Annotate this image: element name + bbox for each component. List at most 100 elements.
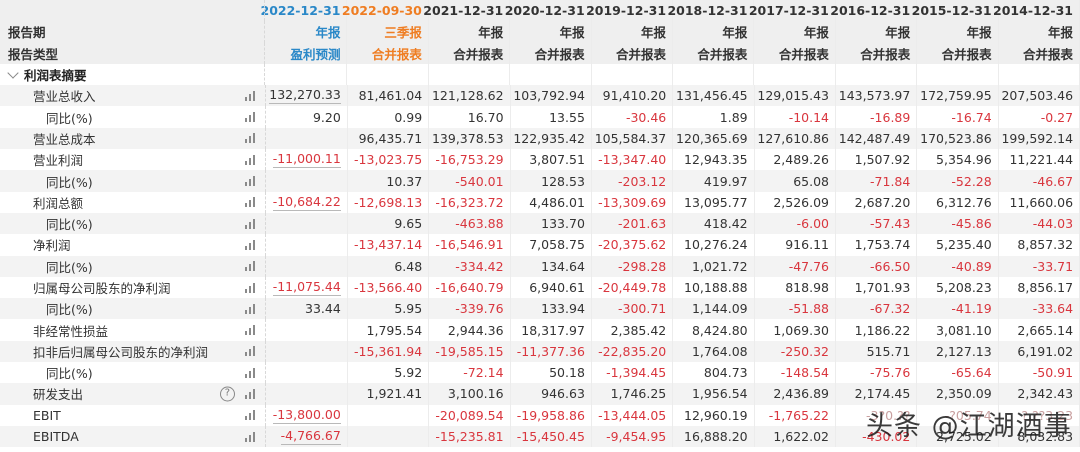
value-cell: 12,943.35	[673, 149, 755, 171]
bar-chart-icon[interactable]	[244, 388, 257, 399]
value-text: -4,766.67	[280, 428, 341, 446]
bar-chart-icon[interactable]	[244, 112, 257, 123]
question-circle-icon[interactable]: ?	[219, 386, 235, 402]
value-text: 2,489.26	[773, 152, 829, 168]
row-label: 净利润	[33, 238, 71, 254]
value-text: 121,128.62	[431, 88, 504, 104]
value-cell: 128.53	[511, 170, 592, 192]
value-text: 139,378.53	[431, 130, 504, 146]
section-toggle[interactable]: 利润表摘要	[0, 63, 266, 86]
value-text: -11,377.36	[516, 343, 585, 359]
table-row: 同比(%) 9.65 -463.88 133.70 -201.63 418.42 -6.00…	[0, 212, 1080, 235]
row-label: 营业总收入	[33, 89, 96, 105]
value-text: -57.43	[870, 216, 911, 232]
bar-chart-icon[interactable]	[244, 239, 257, 250]
value-text: 142,487.49	[838, 130, 911, 146]
value-text: 172,759.95	[920, 88, 992, 104]
table-row: 同比(%) 33.44 5.95 -339.76 133.94 -300.71 1,144.…	[0, 298, 1080, 320]
bar-chart-icon[interactable]	[244, 133, 257, 144]
value-cell: 6,940.61	[511, 276, 592, 299]
value-cell: 804.73	[673, 362, 755, 384]
value-cell: 18,317.97	[511, 319, 592, 341]
row-label-cell: 利润总额	[0, 191, 266, 213]
header-date-7: 2016-12-31	[830, 0, 918, 22]
value-text: 1,746.25	[610, 386, 667, 402]
value-cell: -0.27	[999, 106, 1080, 128]
header-date-2: 2021-12-31	[423, 0, 511, 22]
value-text: 8,856.17	[1017, 280, 1074, 295]
value-text: -33.64	[1032, 301, 1074, 317]
chevron-down-icon[interactable]	[7, 66, 19, 79]
table-row: 非经常性损益 1,795.54 2,944.36 18,317.97 2,385.42 8…	[0, 319, 1080, 341]
value-cell: 5.95	[348, 298, 430, 320]
value-cell: -13,800.00	[266, 404, 348, 426]
bar-chart-icon[interactable]	[244, 346, 257, 357]
value-text: 9.65	[394, 216, 423, 232]
value-text: -45.86	[951, 216, 992, 232]
table-row: 营业总成本 96,435.71 139,378.53 122,935.42 105,58…	[0, 127, 1080, 150]
value-text: 2,436.89	[773, 386, 829, 402]
value-text: -0.27	[1040, 109, 1074, 125]
value-cell: -300.71	[592, 298, 674, 320]
value-cell: -65.64	[917, 362, 999, 384]
value-cell: 3,100.16	[429, 383, 511, 405]
value-cell: -41.19	[917, 298, 999, 320]
value-text: -10,684.22	[272, 193, 341, 211]
bar-chart-icon[interactable]	[244, 282, 257, 293]
value-cell: 1,956.54	[673, 383, 755, 405]
value-cell: 2,526.09	[755, 191, 836, 213]
value-text: 9.20	[312, 109, 341, 125]
bar-chart-icon[interactable]	[244, 303, 257, 314]
value-text: -13,309.69	[598, 194, 667, 210]
bar-chart-icon[interactable]	[244, 218, 257, 229]
value-text: -30.46	[625, 109, 667, 125]
row-label: 研发支出	[33, 387, 84, 403]
section-blank-cell	[999, 63, 1080, 86]
value-text: 2,944.36	[447, 322, 504, 338]
value-cell: -12,698.13	[348, 191, 430, 213]
value-text: -22,835.20	[598, 343, 667, 359]
value-cell: -72.14	[429, 362, 511, 384]
table-row: EBITDA -4,766.67 -15,235.81 -15,450.45 -9,45…	[0, 425, 1080, 448]
value-cell: -71.84	[836, 170, 918, 192]
value-cell: 8,424.80	[673, 319, 755, 341]
row-label-cell: 营业总收入	[0, 85, 266, 107]
value-cell: -16.74	[917, 106, 999, 128]
value-text: 6,940.61	[529, 280, 585, 295]
row-label-cell: 非经常性损益	[0, 319, 266, 341]
value-cell: -67.32	[836, 298, 918, 320]
value-cell	[348, 425, 430, 448]
value-text: 2,127.13	[936, 343, 992, 359]
value-text: 33.44	[305, 301, 341, 317]
value-text: 16,888.20	[684, 429, 748, 445]
value-text: 65.08	[793, 173, 829, 189]
bar-chart-icon[interactable]	[244, 90, 257, 101]
bar-chart-icon[interactable]	[244, 261, 257, 272]
value-text: 4,486.01	[529, 194, 585, 210]
value-text: 96,435.71	[358, 130, 423, 146]
bar-chart-icon[interactable]	[244, 410, 257, 421]
row-label: EBITDA	[33, 429, 79, 445]
section-row-income-summary[interactable]: 利润表摘要	[0, 63, 1080, 86]
value-cell: 1,921.41	[348, 383, 430, 405]
row-label: 同比(%)	[46, 110, 93, 126]
bar-chart-icon[interactable]	[244, 431, 257, 442]
bar-chart-icon[interactable]	[244, 197, 257, 208]
value-cell: -201.63	[592, 212, 674, 235]
value-cell: 6,191.02	[999, 340, 1080, 363]
header-period-5: 年报	[673, 21, 755, 43]
bar-chart-icon[interactable]	[244, 176, 257, 187]
value-text: -75.76	[870, 365, 911, 381]
bar-chart-icon[interactable]	[244, 367, 257, 378]
bar-chart-icon[interactable]	[244, 154, 257, 165]
value-text: -65.64	[951, 365, 992, 381]
row-label: 同比(%)	[46, 366, 93, 382]
value-text: 2,725.02	[936, 429, 992, 445]
value-text: -19,958.86	[516, 407, 585, 423]
value-text: 199,592.14	[1001, 130, 1074, 146]
value-text: -339.76	[455, 301, 504, 317]
bar-chart-icon[interactable]	[244, 325, 257, 336]
header-date-3: 2020-12-31	[505, 0, 592, 22]
value-cell: 3,807.51	[511, 149, 592, 171]
value-text: -20,375.62	[598, 237, 667, 253]
